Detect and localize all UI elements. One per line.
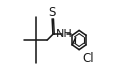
Text: NH: NH: [56, 29, 73, 39]
Text: S: S: [49, 6, 56, 19]
Text: Cl: Cl: [83, 52, 94, 65]
